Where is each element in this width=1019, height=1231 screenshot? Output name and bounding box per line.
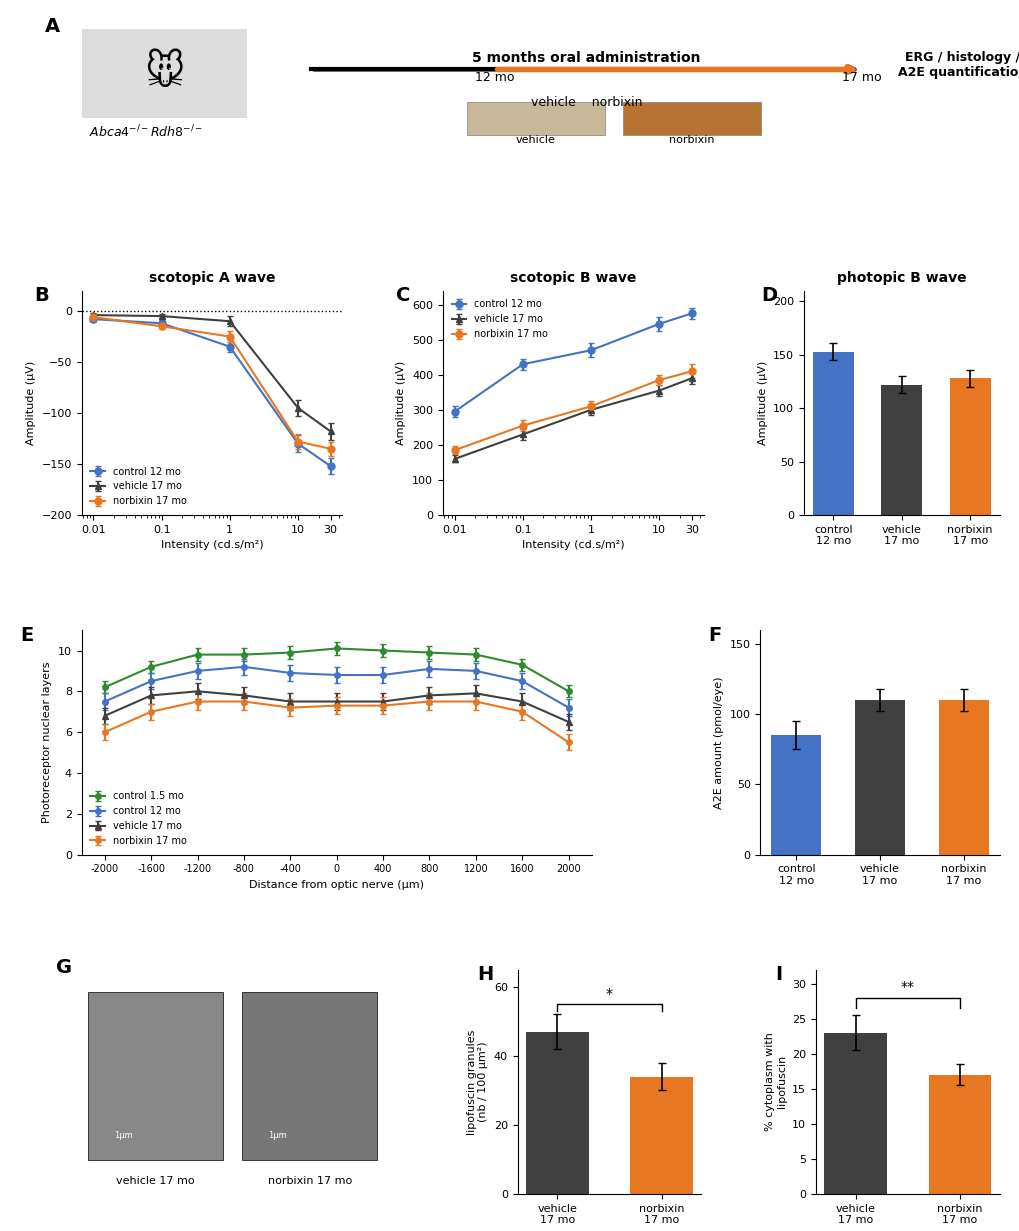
Y-axis label: Photoreceptor nuclear layers: Photoreceptor nuclear layers: [42, 661, 52, 824]
Bar: [467, 102, 604, 134]
Text: C: C: [395, 286, 410, 305]
Bar: [82, 28, 247, 118]
Bar: [623, 102, 760, 134]
Text: vehicle 17 mo: vehicle 17 mo: [116, 1176, 195, 1187]
Text: E: E: [20, 625, 34, 645]
Y-axis label: Amplitude (μV): Amplitude (μV): [25, 361, 36, 444]
Text: *: *: [605, 987, 612, 1001]
Text: I: I: [774, 965, 782, 984]
Bar: [937, 700, 987, 854]
Text: 17 mo: 17 mo: [842, 71, 880, 84]
Text: G: G: [56, 959, 72, 977]
Bar: [949, 378, 989, 515]
Text: **: **: [900, 980, 914, 995]
Title: photopic B wave: photopic B wave: [837, 271, 966, 286]
Text: 🐭: 🐭: [144, 53, 184, 92]
Legend: control 1.5 mo, control 12 mo, vehicle 17 mo, norbixin 17 mo: control 1.5 mo, control 12 mo, vehicle 1…: [87, 788, 191, 849]
Legend: control 12 mo, vehicle 17 mo, norbixin 17 mo: control 12 mo, vehicle 17 mo, norbixin 1…: [87, 463, 191, 510]
X-axis label: Distance from optic nerve (μm): Distance from optic nerve (μm): [249, 880, 424, 890]
Bar: [823, 1033, 887, 1194]
Bar: [854, 700, 904, 854]
Text: A: A: [45, 17, 60, 36]
Bar: [526, 1032, 588, 1194]
Text: B: B: [35, 286, 49, 305]
Text: ERG / histology /
A2E quantification: ERG / histology / A2E quantification: [898, 50, 1019, 79]
Y-axis label: lipofuscin granules
(nb / 100 μm²): lipofuscin granules (nb / 100 μm²): [466, 1029, 488, 1135]
Text: norbixin 17 mo: norbixin 17 mo: [267, 1176, 352, 1187]
Legend: control 12 mo, vehicle 17 mo, norbixin 17 mo: control 12 mo, vehicle 17 mo, norbixin 1…: [447, 295, 551, 343]
Text: vehicle    norbixin: vehicle norbixin: [530, 96, 642, 108]
Bar: [770, 735, 820, 854]
Text: 1μm: 1μm: [268, 1131, 286, 1140]
Y-axis label: Amplitude (μV): Amplitude (μV): [396, 361, 406, 444]
Bar: [88, 992, 223, 1161]
Text: 1μm: 1μm: [114, 1131, 132, 1140]
Text: H: H: [477, 965, 493, 984]
Title: scotopic B wave: scotopic B wave: [510, 271, 636, 286]
Y-axis label: Amplitude (μV): Amplitude (μV): [757, 361, 767, 444]
Bar: [927, 1075, 990, 1194]
Text: vehicle: vehicle: [516, 135, 555, 145]
X-axis label: Intensity (cd.s/m²): Intensity (cd.s/m²): [522, 540, 624, 550]
Y-axis label: A2E amount (pmol/eye): A2E amount (pmol/eye): [713, 676, 723, 809]
Text: norbixin: norbixin: [668, 135, 714, 145]
Text: 5 months oral administration: 5 months oral administration: [472, 50, 700, 65]
Bar: [880, 384, 921, 515]
Text: F: F: [707, 625, 720, 645]
Bar: [243, 992, 377, 1161]
Bar: [812, 352, 853, 515]
Text: $Abca4^{-/-}Rdh8^{-/-}$: $Abca4^{-/-}Rdh8^{-/-}$: [89, 123, 203, 140]
Text: D: D: [760, 286, 776, 305]
Y-axis label: % cytoplasm with
lipofuscin: % cytoplasm with lipofuscin: [764, 1033, 786, 1131]
Title: scotopic A wave: scotopic A wave: [149, 271, 275, 286]
Text: 12 mo: 12 mo: [475, 71, 514, 84]
Bar: [630, 1077, 692, 1194]
X-axis label: Intensity (cd.s/m²): Intensity (cd.s/m²): [161, 540, 263, 550]
